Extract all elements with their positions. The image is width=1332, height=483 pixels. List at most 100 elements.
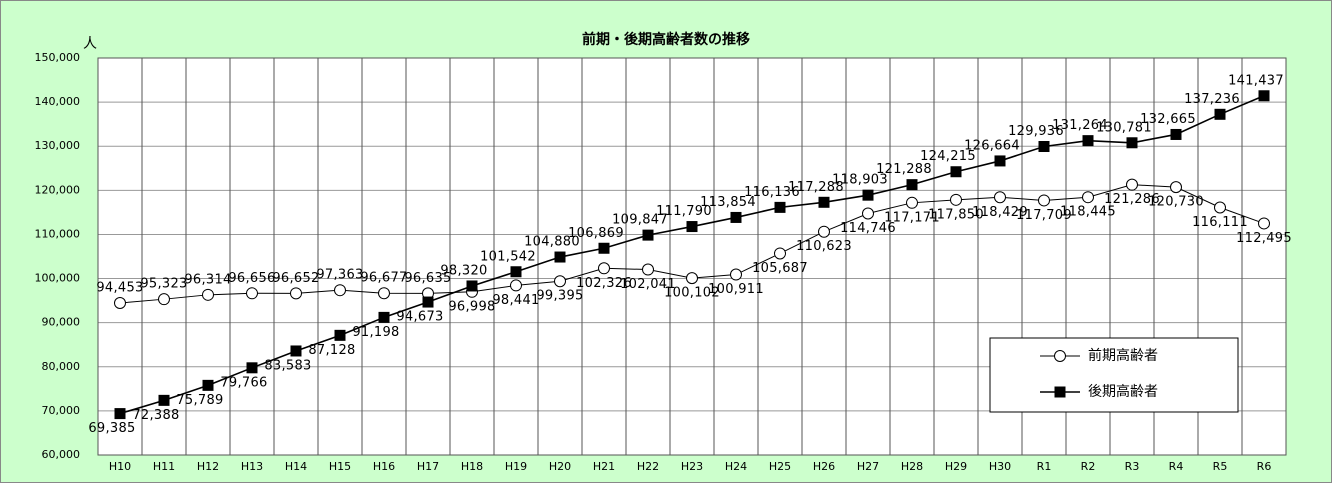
marker: [1038, 194, 1050, 207]
marker: [774, 247, 786, 260]
data-label: 96,677: [360, 271, 407, 286]
data-label: 116,136: [744, 185, 800, 200]
x-tick-label: H15: [329, 460, 351, 473]
marker: [202, 288, 214, 301]
marker: [290, 345, 302, 357]
marker: [290, 287, 302, 300]
y-tick-label: 80,000: [42, 360, 81, 373]
data-label: 96,314: [184, 272, 231, 287]
data-label: 106,869: [568, 226, 624, 241]
data-label: 110,623: [796, 239, 852, 254]
data-label: 72,388: [132, 408, 179, 423]
marker: [862, 189, 874, 201]
x-tick-label: H21: [593, 460, 615, 473]
x-tick-label: H13: [241, 460, 263, 473]
x-tick-label: R4: [1169, 460, 1184, 473]
marker: [554, 275, 566, 288]
y-tick-label: 150,000: [35, 51, 81, 64]
marker: [642, 229, 654, 241]
marker: [1214, 201, 1226, 214]
data-label: 129,936: [1008, 124, 1064, 139]
marker: [114, 297, 126, 310]
marker: [1054, 386, 1066, 398]
marker: [1126, 137, 1138, 149]
marker: [1170, 181, 1182, 194]
marker: [1038, 141, 1050, 153]
legend-label: 後期高齢者: [1088, 383, 1158, 400]
y-axis-label: 人: [83, 36, 97, 52]
marker: [686, 272, 698, 285]
data-label: 141,437: [1228, 73, 1284, 88]
x-tick-label: H16: [373, 460, 395, 473]
marker: [1126, 178, 1138, 191]
data-label: 124,215: [920, 149, 976, 164]
data-label: 118,445: [1060, 205, 1116, 220]
marker: [422, 296, 434, 308]
x-tick-label: H25: [769, 460, 791, 473]
y-tick-label: 130,000: [35, 139, 81, 152]
data-label: 91,198: [352, 325, 399, 340]
marker: [598, 262, 610, 275]
x-tick-label: H10: [109, 460, 131, 473]
data-label: 130,781: [1096, 120, 1152, 135]
data-label: 117,709: [1016, 208, 1072, 223]
marker: [1258, 217, 1270, 230]
marker: [158, 394, 170, 406]
x-tick-label: H18: [461, 460, 483, 473]
data-label: 94,453: [96, 281, 143, 296]
y-tick-label: 120,000: [35, 183, 81, 196]
marker: [510, 266, 522, 278]
data-label: 96,998: [448, 299, 495, 314]
marker: [158, 293, 170, 306]
marker: [334, 329, 346, 341]
x-tick-label: R1: [1037, 460, 1052, 473]
data-label: 99,395: [536, 289, 583, 304]
marker: [642, 263, 654, 276]
data-label: 104,880: [524, 235, 580, 250]
data-label: 75,789: [176, 393, 223, 408]
legend-box: [989, 337, 1239, 413]
marker: [1082, 191, 1094, 204]
legend-label: 前期高齢者: [1088, 347, 1158, 364]
data-label: 137,236: [1184, 92, 1240, 107]
x-tick-label: H26: [813, 460, 835, 473]
data-label: 111,790: [656, 204, 712, 219]
marker: [510, 279, 522, 292]
y-tick-label: 90,000: [42, 316, 81, 329]
data-label: 98,441: [492, 293, 539, 308]
marker: [818, 225, 830, 238]
marker: [378, 287, 390, 300]
marker: [730, 211, 742, 223]
data-label: 132,665: [1140, 112, 1196, 127]
chart-title: 前期・後期高齢者数の推移: [582, 31, 750, 48]
marker: [1054, 350, 1066, 362]
data-label: 96,656: [228, 271, 275, 286]
x-tick-label: H23: [681, 460, 703, 473]
data-label: 102,326: [576, 276, 632, 291]
marker: [686, 221, 698, 233]
marker: [554, 251, 566, 263]
data-label: 95,323: [140, 277, 187, 292]
y-tick-label: 70,000: [42, 404, 81, 417]
data-label: 69,385: [88, 421, 135, 436]
data-label: 121,286: [1104, 192, 1160, 207]
data-label: 101,542: [480, 249, 536, 264]
x-tick-label: H24: [725, 460, 747, 473]
marker: [1170, 128, 1182, 140]
data-label: 117,171: [884, 210, 940, 225]
x-tick-label: R3: [1125, 460, 1140, 473]
data-label: 96,652: [272, 271, 319, 286]
x-tick-label: H30: [989, 460, 1011, 473]
data-label: 98,320: [440, 263, 487, 278]
marker: [378, 311, 390, 323]
data-label: 118,903: [832, 173, 888, 188]
marker: [994, 191, 1006, 204]
data-label: 79,766: [220, 375, 267, 390]
marker: [202, 379, 214, 391]
data-label: 83,583: [264, 358, 311, 373]
plot-border: [97, 57, 1287, 456]
marker: [862, 207, 874, 220]
y-tick-label: 110,000: [35, 227, 81, 240]
